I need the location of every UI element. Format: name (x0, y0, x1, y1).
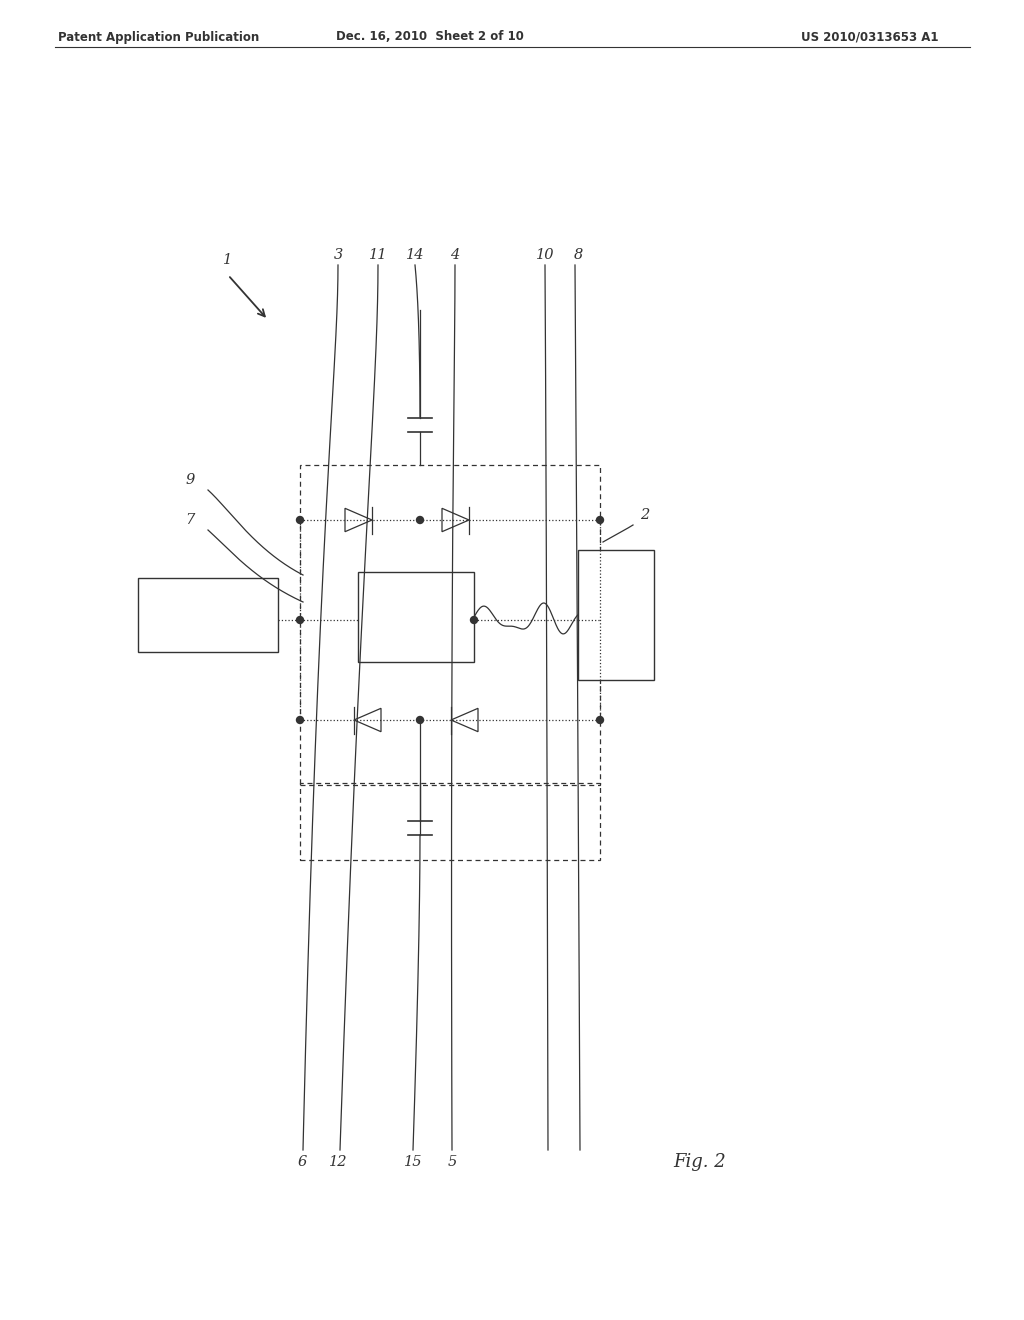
Text: Dec. 16, 2010  Sheet 2 of 10: Dec. 16, 2010 Sheet 2 of 10 (336, 30, 524, 44)
Circle shape (470, 616, 477, 623)
Text: 8: 8 (573, 248, 583, 261)
Circle shape (297, 717, 303, 723)
Text: 6: 6 (297, 1155, 306, 1170)
Text: 5: 5 (447, 1155, 457, 1170)
Text: Fig. 2: Fig. 2 (674, 1152, 726, 1171)
Text: 10: 10 (536, 248, 554, 261)
Circle shape (297, 516, 303, 524)
Bar (358, 572, 474, 663)
Text: 11: 11 (369, 248, 387, 261)
Bar (300, 465, 600, 785)
Text: 4: 4 (451, 248, 460, 261)
Circle shape (417, 717, 424, 723)
Text: 12: 12 (329, 1155, 347, 1170)
Text: 14: 14 (406, 248, 424, 261)
Text: 9: 9 (185, 473, 195, 487)
Bar (578, 550, 654, 680)
Circle shape (597, 717, 603, 723)
Bar (138, 578, 278, 652)
Circle shape (597, 516, 603, 524)
Text: 15: 15 (403, 1155, 422, 1170)
Bar (300, 783, 600, 861)
Circle shape (417, 516, 424, 524)
Text: US 2010/0313653 A1: US 2010/0313653 A1 (801, 30, 939, 44)
Circle shape (297, 616, 303, 623)
Text: 7: 7 (185, 513, 195, 527)
Text: 3: 3 (334, 248, 343, 261)
Text: 2: 2 (640, 508, 649, 521)
Text: 1: 1 (223, 253, 232, 267)
Text: Patent Application Publication: Patent Application Publication (58, 30, 259, 44)
